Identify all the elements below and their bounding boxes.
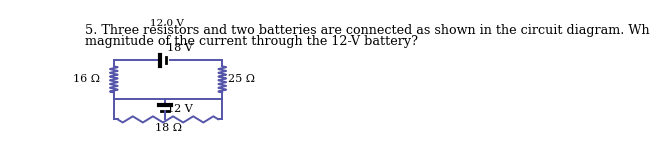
Text: 5. Three resistors and two batteries are connected as shown in the circuit diagr: 5. Three resistors and two batteries are…: [85, 24, 650, 37]
Text: 12 V: 12 V: [167, 104, 193, 114]
Text: 12.0 V: 12.0 V: [150, 18, 183, 28]
Text: magnitude of the current through the 12-V battery?: magnitude of the current through the 12-…: [85, 35, 418, 48]
Text: 25 Ω: 25 Ω: [229, 74, 255, 84]
Text: 18 Ω: 18 Ω: [155, 123, 181, 133]
Text: 18 V: 18 V: [167, 43, 193, 53]
Text: 16 Ω: 16 Ω: [73, 74, 100, 84]
